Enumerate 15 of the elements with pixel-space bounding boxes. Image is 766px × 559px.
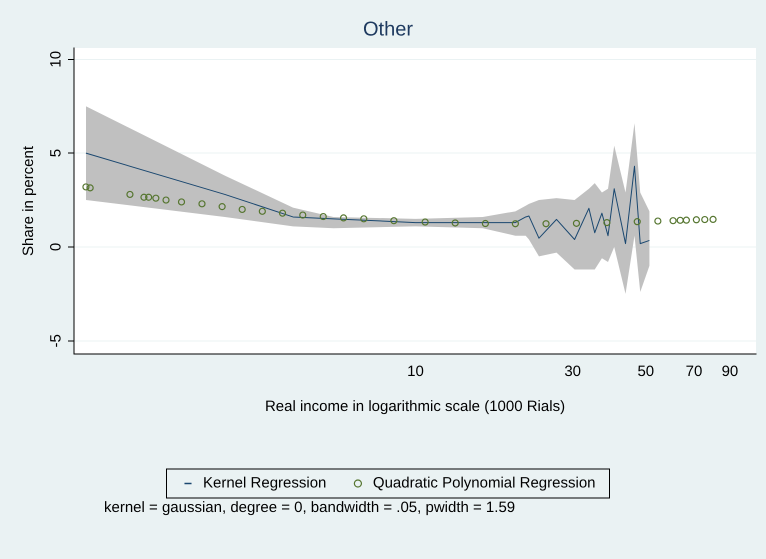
x-tick-label: 90 — [722, 363, 738, 380]
chart-title: Other — [362, 18, 414, 41]
x-tick-label: 70 — [686, 363, 702, 380]
y-tick-label: 10 — [48, 50, 65, 68]
y-tick-label: 0 — [48, 242, 65, 252]
y-axis-title: Share in percent — [20, 145, 38, 256]
y-tick-label: 5 — [48, 148, 65, 158]
y-tick-label: -5 — [48, 334, 65, 348]
legend-label: Quadratic Polynomial Regression — [372, 474, 596, 492]
x-tick-label: 50 — [637, 363, 654, 380]
legend-label: Kernel Regression — [203, 474, 326, 492]
x-tick-label: 30 — [564, 363, 582, 380]
text: kernel = gaussian, degree = 0, bandwidth = .05, pwidth = 1.59 — [104, 499, 516, 516]
x-axis-title: Real income in logarithmic scale (1000 Rials) — [264, 398, 566, 416]
x-tick-label: 10 — [407, 363, 424, 380]
